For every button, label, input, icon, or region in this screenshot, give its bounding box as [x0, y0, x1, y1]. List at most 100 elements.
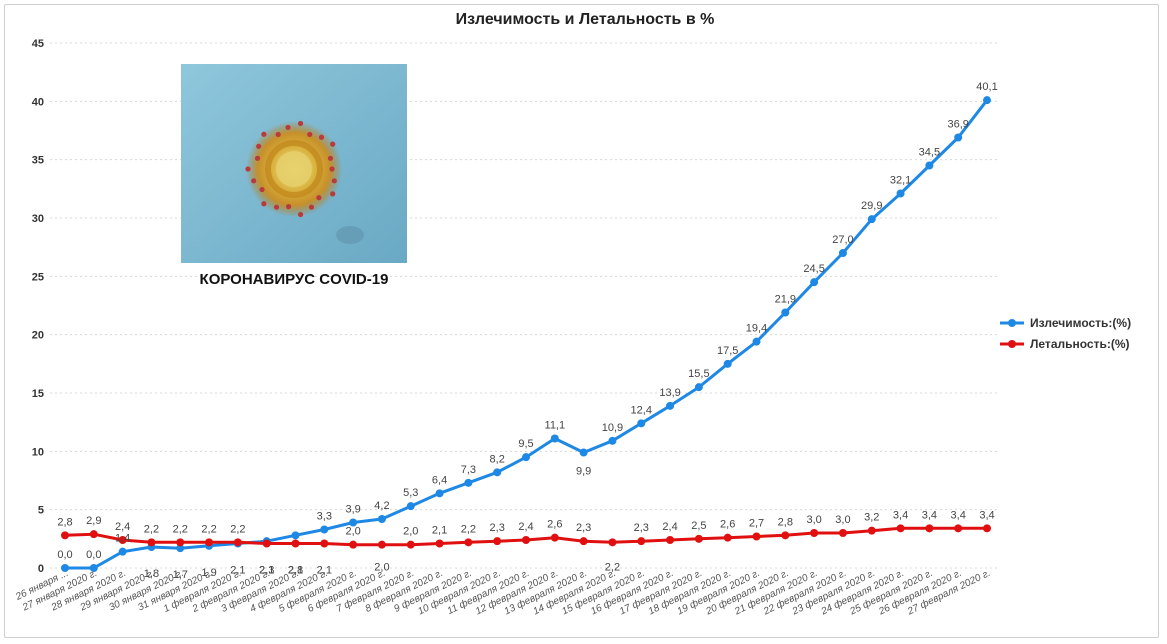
data-point-0[interactable]: [579, 448, 588, 457]
data-point-0[interactable]: [522, 453, 530, 462]
data-point-1[interactable]: [233, 538, 242, 547]
data-point-0[interactable]: [867, 215, 876, 224]
data-label: 2,4: [662, 521, 677, 533]
data-point-1[interactable]: [637, 537, 646, 546]
data-point-1[interactable]: [896, 524, 905, 533]
data-point-0[interactable]: [176, 544, 185, 553]
data-label: 24,5: [803, 263, 824, 275]
legend-marker: [1008, 319, 1016, 327]
data-point-0[interactable]: [838, 249, 847, 257]
data-label: 2,2: [605, 561, 620, 573]
data-point-1[interactable]: [176, 538, 185, 547]
virus-spike: [318, 134, 325, 140]
data-point-1[interactable]: [608, 538, 617, 547]
data-label: 1,9: [201, 567, 216, 579]
virus-spike: [308, 204, 315, 210]
virus-illustration: [181, 64, 407, 263]
data-point-1[interactable]: [694, 534, 703, 543]
data-label: 15,5: [688, 368, 709, 380]
data-point-1[interactable]: [550, 533, 559, 542]
data-point-1[interactable]: [320, 539, 329, 548]
data-point-0[interactable]: [925, 161, 934, 170]
data-point-0[interactable]: [752, 337, 761, 346]
data-point-1[interactable]: [291, 539, 300, 548]
data-point-1[interactable]: [205, 538, 214, 547]
data-label: 2,3: [259, 565, 274, 577]
data-point-0[interactable]: [550, 434, 559, 443]
data-label: 2,1: [432, 525, 447, 537]
data-point-1[interactable]: [118, 536, 127, 544]
data-point-0[interactable]: [608, 436, 617, 445]
data-point-1[interactable]: [377, 540, 386, 549]
grid: [50, 42, 1000, 569]
data-label: 0,0: [57, 549, 72, 561]
data-point-1[interactable]: [781, 531, 790, 540]
data-point-1[interactable]: [838, 529, 847, 537]
data-point-1[interactable]: [810, 529, 819, 537]
data-point-0[interactable]: [896, 189, 905, 198]
data-point-0[interactable]: [723, 359, 732, 368]
data-point-1[interactable]: [954, 524, 963, 533]
data-point-0[interactable]: [954, 133, 963, 142]
virus-spike: [330, 191, 336, 197]
virus-spike: [285, 204, 292, 210]
data-point-1[interactable]: [61, 531, 69, 540]
data-point-1[interactable]: [435, 539, 444, 548]
data-point-1[interactable]: [89, 530, 98, 539]
data-point-0[interactable]: [666, 401, 675, 410]
data-label: 9,9: [576, 466, 591, 478]
data-label: 32,1: [890, 175, 911, 187]
legend-item[interactable]: Излечимость:(%): [1030, 316, 1131, 330]
data-point-0[interactable]: [464, 478, 473, 487]
data-point-1[interactable]: [493, 537, 502, 546]
series: [61, 96, 991, 572]
data-point-0[interactable]: [406, 502, 415, 511]
data-point-1[interactable]: [406, 540, 415, 549]
virus-spike: [329, 166, 335, 172]
virus-spike: [275, 131, 281, 138]
virus-spike: [256, 143, 262, 149]
data-point-1[interactable]: [925, 524, 934, 533]
virus-spike: [307, 131, 313, 138]
data-point-1[interactable]: [147, 538, 156, 547]
data-point-1[interactable]: [262, 539, 271, 548]
data-point-1[interactable]: [752, 532, 761, 541]
data-label: 2,3: [490, 522, 505, 534]
data-point-1[interactable]: [464, 538, 473, 547]
data-label: 3,4: [922, 509, 937, 521]
data-label: 2,0: [374, 562, 389, 574]
data-label: 3,4: [979, 509, 994, 521]
y-tick-label: 0: [38, 563, 44, 575]
data-point-0[interactable]: [781, 308, 790, 317]
data-point-0[interactable]: [694, 383, 703, 392]
data-label: 3,9: [345, 504, 360, 516]
data-point-0[interactable]: [377, 515, 386, 523]
data-point-0[interactable]: [89, 564, 98, 572]
data-label: 2,2: [230, 523, 245, 535]
data-point-1[interactable]: [349, 540, 358, 549]
data-point-0[interactable]: [118, 547, 127, 556]
data-point-1[interactable]: [723, 533, 732, 542]
data-label: 0,0: [86, 549, 101, 561]
data-label: 2,3: [634, 522, 649, 534]
data-point-1[interactable]: [579, 537, 588, 546]
data-label: 9,5: [518, 438, 533, 450]
data-point-0[interactable]: [61, 564, 69, 572]
data-label: 3,2: [864, 512, 879, 524]
data-label: 1,4: [115, 533, 130, 545]
data-point-0[interactable]: [435, 489, 444, 498]
data-label: 2,2: [144, 523, 159, 535]
data-point-0[interactable]: [983, 96, 991, 105]
data-point-0[interactable]: [349, 518, 358, 527]
legend-item[interactable]: Летальность:(%): [1030, 337, 1130, 351]
data-point-0[interactable]: [637, 419, 646, 428]
data-point-1[interactable]: [983, 524, 991, 533]
data-point-0[interactable]: [493, 468, 502, 477]
data-point-0[interactable]: [810, 278, 819, 287]
data-point-0[interactable]: [320, 525, 329, 534]
data-point-1[interactable]: [666, 536, 675, 544]
data-label: 5,3: [403, 487, 418, 499]
data-point-1[interactable]: [867, 526, 876, 535]
data-point-1[interactable]: [522, 536, 530, 544]
data-point-0[interactable]: [291, 531, 300, 540]
